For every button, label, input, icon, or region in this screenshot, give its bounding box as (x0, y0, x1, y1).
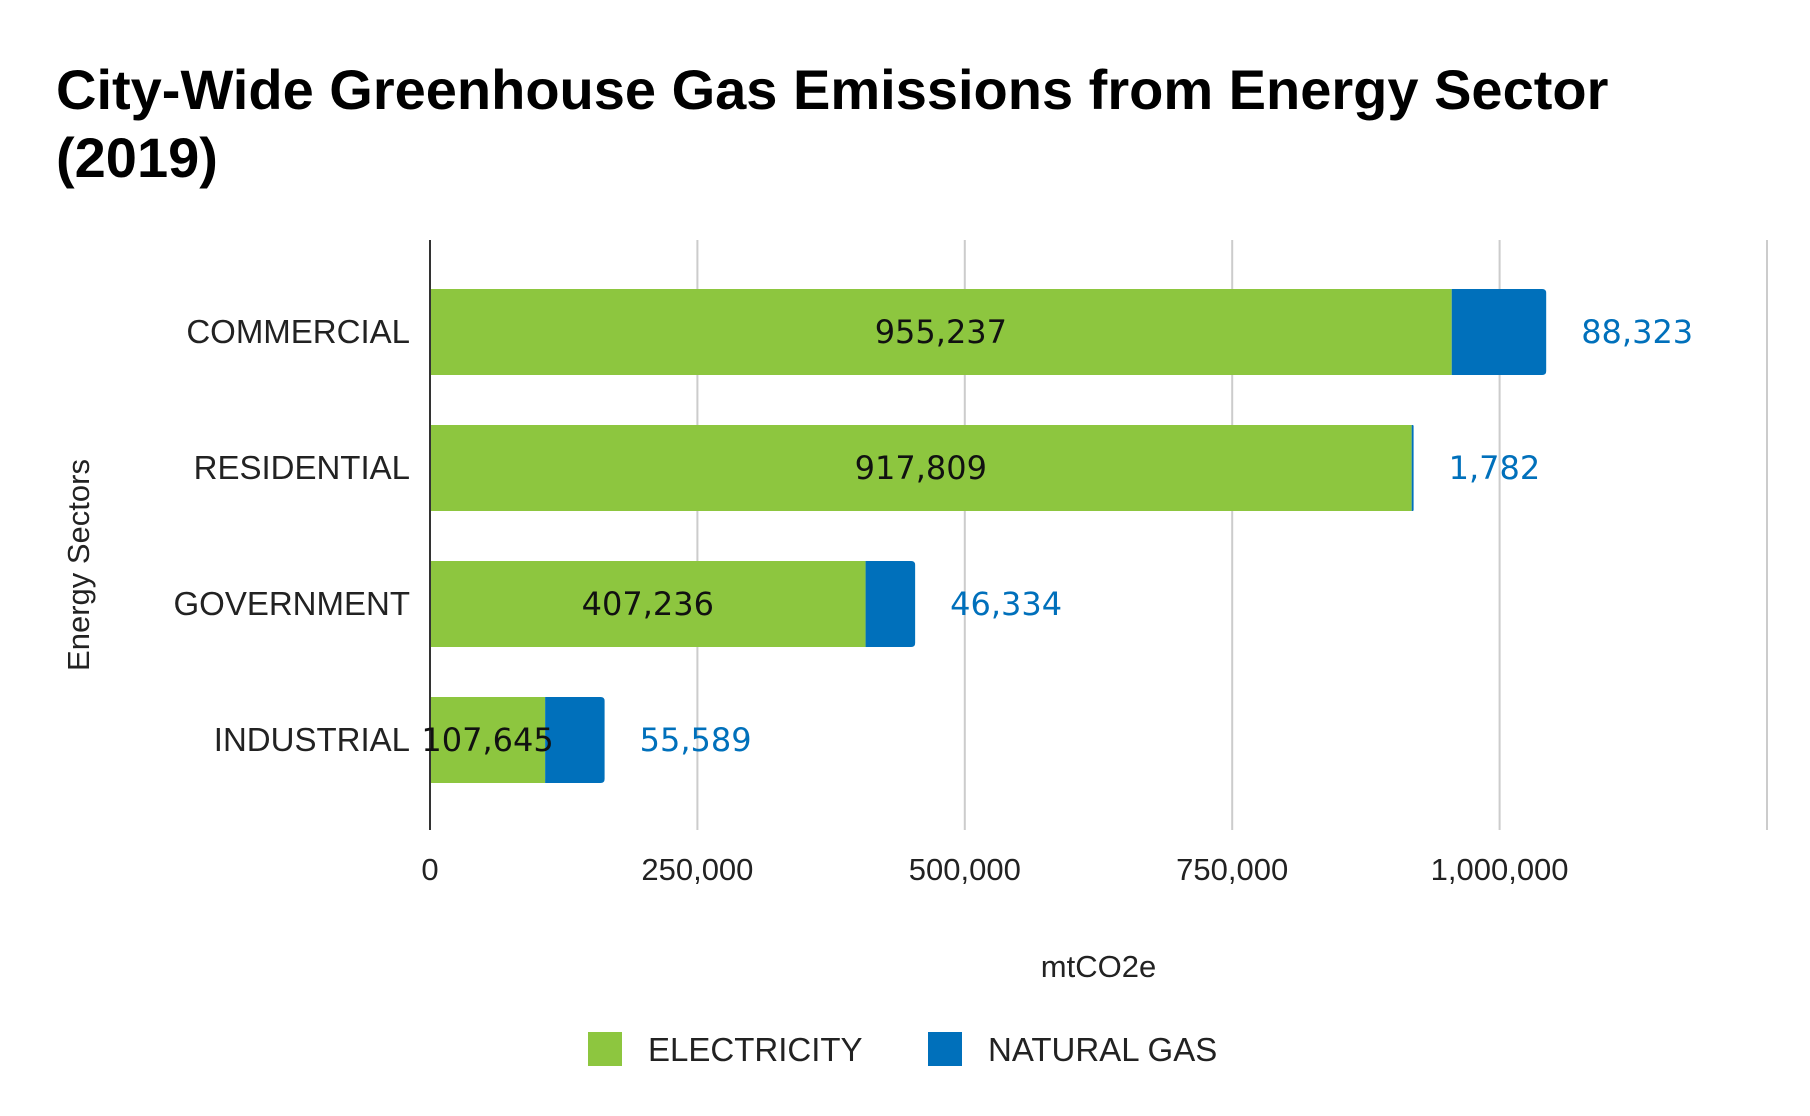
bar-electricity-residential (430, 425, 1412, 511)
x-tick-label: 0 (421, 852, 438, 887)
bar-natural-gas-commercial (1451, 289, 1547, 375)
value-label-electricity: 955,237 (875, 313, 1007, 351)
x-tick-label: 500,000 (909, 852, 1021, 887)
value-label-electricity: 107,645 (421, 721, 553, 759)
x-tick-label: 750,000 (1176, 852, 1288, 887)
x-tick-label: 1,000,000 (1431, 852, 1569, 887)
bar-natural-gas-government (865, 561, 916, 647)
value-label-natural-gas: 88,323 (1581, 313, 1693, 351)
category-label-residential: RESIDENTIAL (194, 449, 410, 486)
category-label-government: GOVERNMENT (173, 585, 410, 622)
labels: COMMERCIAL 955,237 88,323 RESIDENTIAL 917,80… (173, 313, 1693, 759)
bar-natural-gas-residential (1411, 425, 1414, 511)
legend-label: NATURAL GAS (988, 1031, 1217, 1068)
category-label-industrial: INDUSTRIAL (214, 721, 410, 758)
x-axis-ticks: 0 250,000 500,000 750,000 1,000,000 (421, 852, 1568, 887)
value-label-electricity: 407,236 (582, 585, 714, 623)
x-axis-title: mtCO2e (1041, 949, 1156, 984)
bar-electricity-commercial (430, 289, 1452, 375)
value-label-natural-gas: 55,589 (640, 721, 752, 759)
bars (430, 289, 1547, 783)
y-axis-title: Energy Sectors (61, 459, 96, 671)
value-label-natural-gas: 46,334 (950, 585, 1062, 623)
legend-swatch-electricity (588, 1032, 622, 1066)
bar-natural-gas-industrial (545, 697, 605, 783)
value-label-natural-gas: 1,782 (1449, 449, 1541, 487)
legend-swatch-natural-gas (928, 1032, 962, 1066)
bar-electricity-industrial (430, 697, 546, 783)
bar-electricity-government (430, 561, 866, 647)
x-tick-label: 250,000 (641, 852, 753, 887)
legend: ELECTRICITY NATURAL GAS (588, 1031, 1217, 1068)
legend-label: ELECTRICITY (648, 1031, 863, 1068)
chart-title: City-Wide Greenhouse Gas Emissions from … (56, 58, 1609, 189)
category-label-commercial: COMMERCIAL (186, 313, 410, 350)
value-label-electricity: 917,809 (855, 449, 987, 487)
